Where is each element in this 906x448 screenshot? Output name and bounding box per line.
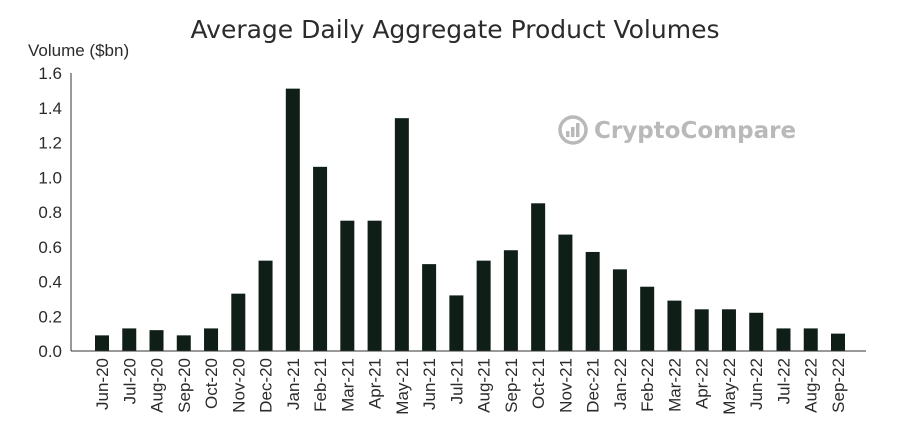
watermark: CryptoCompare <box>558 115 796 145</box>
bar-jan-22 <box>612 269 627 351</box>
bar-feb-22 <box>640 286 655 351</box>
y-tick-label: 0.0 <box>38 342 62 361</box>
x-tick-label: Jul-21 <box>447 358 466 404</box>
bar-aug-20 <box>149 330 164 351</box>
y-tick-label: 0.8 <box>38 203 62 222</box>
x-tick-label: May-21 <box>393 358 412 415</box>
bar-aug-21 <box>476 260 491 351</box>
watermark-text: CryptoCompare <box>594 118 796 144</box>
x-tick-label: Jul-22 <box>774 358 793 404</box>
bar-jun-22 <box>749 312 764 351</box>
bar-mar-21 <box>340 220 355 351</box>
x-tick-label: Dec-21 <box>584 358 603 413</box>
y-axis-ticks: 0.0 0.2 0.4 0.6 0.8 1.0 1.2 1.4 1.6 <box>38 64 62 361</box>
bar-sep-20 <box>176 335 191 351</box>
bar-nov-21 <box>558 234 573 351</box>
x-tick-label: May-22 <box>720 358 739 415</box>
bar-apr-21 <box>367 220 382 351</box>
chart-title: Average Daily Aggregate Product Volumes <box>191 15 720 44</box>
y-tick-label: 0.6 <box>38 238 62 257</box>
bar-aug-22 <box>803 328 818 351</box>
x-tick-label: Jun-21 <box>420 358 439 410</box>
x-tick-label: Mar-21 <box>338 358 357 412</box>
y-tick-label: 1.0 <box>38 168 62 187</box>
bar-jun-20 <box>95 335 109 351</box>
x-tick-label: Sep-22 <box>829 358 848 413</box>
bar-jun-21 <box>422 264 437 351</box>
bar-mar-22 <box>667 300 682 351</box>
y-tick-label: 1.2 <box>38 134 62 153</box>
bar-feb-21 <box>313 166 328 351</box>
bar-dec-20 <box>258 260 273 351</box>
x-tick-label: Jan-21 <box>284 358 303 410</box>
x-axis-ticks: Jun-20 Jul-20 Aug-20 Sep-20 Oct-20 Nov-20 Dec-… <box>93 358 848 415</box>
x-tick-label: Nov-20 <box>229 358 248 413</box>
bar-nov-20 <box>231 293 246 351</box>
bar-oct-21 <box>531 203 546 351</box>
bar-sep-22 <box>831 333 845 351</box>
x-tick-label: Aug-21 <box>475 358 494 413</box>
x-tick-label: Aug-22 <box>802 358 821 413</box>
bar-may-21 <box>394 118 409 351</box>
x-tick-label: Aug-20 <box>148 358 167 413</box>
x-tick-label: Dec-20 <box>257 358 276 413</box>
bar-jul-22 <box>776 328 791 351</box>
cryptocompare-logo-icon <box>558 115 588 145</box>
x-tick-label: Mar-22 <box>665 358 684 412</box>
bar-jul-21 <box>449 295 464 351</box>
x-tick-label: Sep-21 <box>502 358 521 413</box>
x-tick-label: Apr-21 <box>366 358 385 409</box>
x-tick-label: Oct-20 <box>202 358 221 409</box>
y-tick-label: 1.4 <box>38 99 62 118</box>
x-tick-label: Jan-22 <box>611 358 630 410</box>
y-tick-label: 0.2 <box>38 307 62 326</box>
x-tick-label: Jun-20 <box>93 358 112 410</box>
bar-apr-22 <box>694 309 709 351</box>
bar-dec-21 <box>585 251 600 351</box>
x-tick-label: Sep-20 <box>175 358 194 413</box>
x-tick-label: Feb-22 <box>638 358 657 412</box>
y-axis-label: Volume ($bn) <box>28 41 129 60</box>
x-tick-label: Nov-21 <box>556 358 575 413</box>
bar-jan-21 <box>285 88 300 351</box>
bar-jul-20 <box>122 328 137 351</box>
bar-sep-21 <box>503 250 518 351</box>
x-tick-label: Oct-21 <box>529 358 548 409</box>
y-tick-label: 1.6 <box>38 64 62 83</box>
bar-may-22 <box>721 309 736 351</box>
x-tick-label: Jun-22 <box>747 358 766 410</box>
x-tick-label: Jul-20 <box>120 358 139 404</box>
bar-oct-20 <box>204 328 219 351</box>
x-tick-label: Feb-21 <box>311 358 330 412</box>
x-tick-label: Apr-22 <box>693 358 712 409</box>
bars <box>95 88 845 351</box>
y-tick-label: 0.4 <box>38 273 62 292</box>
